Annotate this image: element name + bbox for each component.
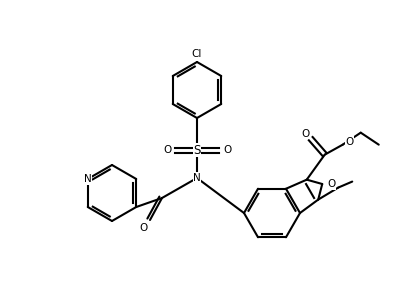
Text: Cl: Cl [192, 49, 202, 59]
Text: O: O [302, 129, 310, 139]
Text: O: O [346, 137, 354, 147]
Text: O: O [223, 145, 231, 155]
Text: N: N [84, 174, 92, 184]
Text: N: N [193, 173, 201, 183]
Text: O: O [327, 179, 335, 189]
Text: O: O [140, 223, 148, 233]
Text: O: O [163, 145, 171, 155]
Text: S: S [193, 143, 201, 156]
